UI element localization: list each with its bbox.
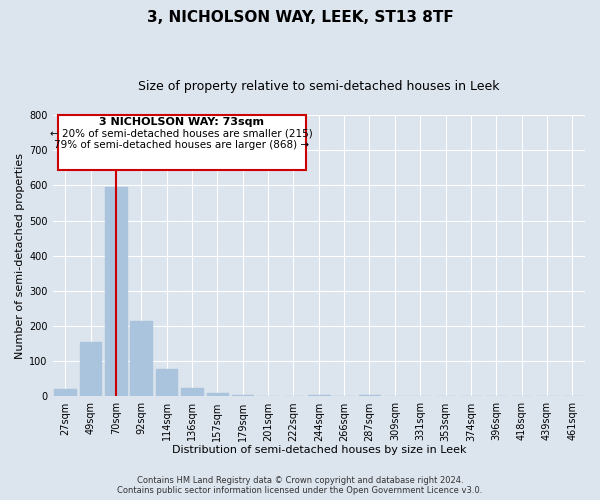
Bar (105, 187, 127, 396)
Bar (308, 394, 329, 396)
Bar (359, 394, 380, 396)
Bar (55, 390, 76, 396)
Title: Size of property relative to semi-detached houses in Leek: Size of property relative to semi-detach… (138, 80, 500, 93)
Text: 3, NICHOLSON WAY, LEEK, ST13 8TF: 3, NICHOLSON WAY, LEEK, ST13 8TF (146, 10, 454, 25)
Bar (156, 369, 178, 396)
Bar (181, 388, 203, 396)
Bar (232, 394, 253, 396)
Bar (130, 321, 152, 396)
Text: 3 NICHOLSON WAY: 73sqm: 3 NICHOLSON WAY: 73sqm (100, 118, 265, 128)
Text: 79% of semi-detached houses are larger (868) →: 79% of semi-detached houses are larger (… (54, 140, 310, 149)
FancyBboxPatch shape (58, 115, 306, 170)
Bar (80, 342, 101, 396)
X-axis label: Distribution of semi-detached houses by size in Leek: Distribution of semi-detached houses by … (172, 445, 466, 455)
Text: Contains HM Land Registry data © Crown copyright and database right 2024.
Contai: Contains HM Land Registry data © Crown c… (118, 476, 482, 495)
Text: ← 20% of semi-detached houses are smaller (215): ← 20% of semi-detached houses are smalle… (50, 128, 313, 138)
Y-axis label: Number of semi-detached properties: Number of semi-detached properties (15, 152, 25, 358)
Bar (206, 393, 228, 396)
